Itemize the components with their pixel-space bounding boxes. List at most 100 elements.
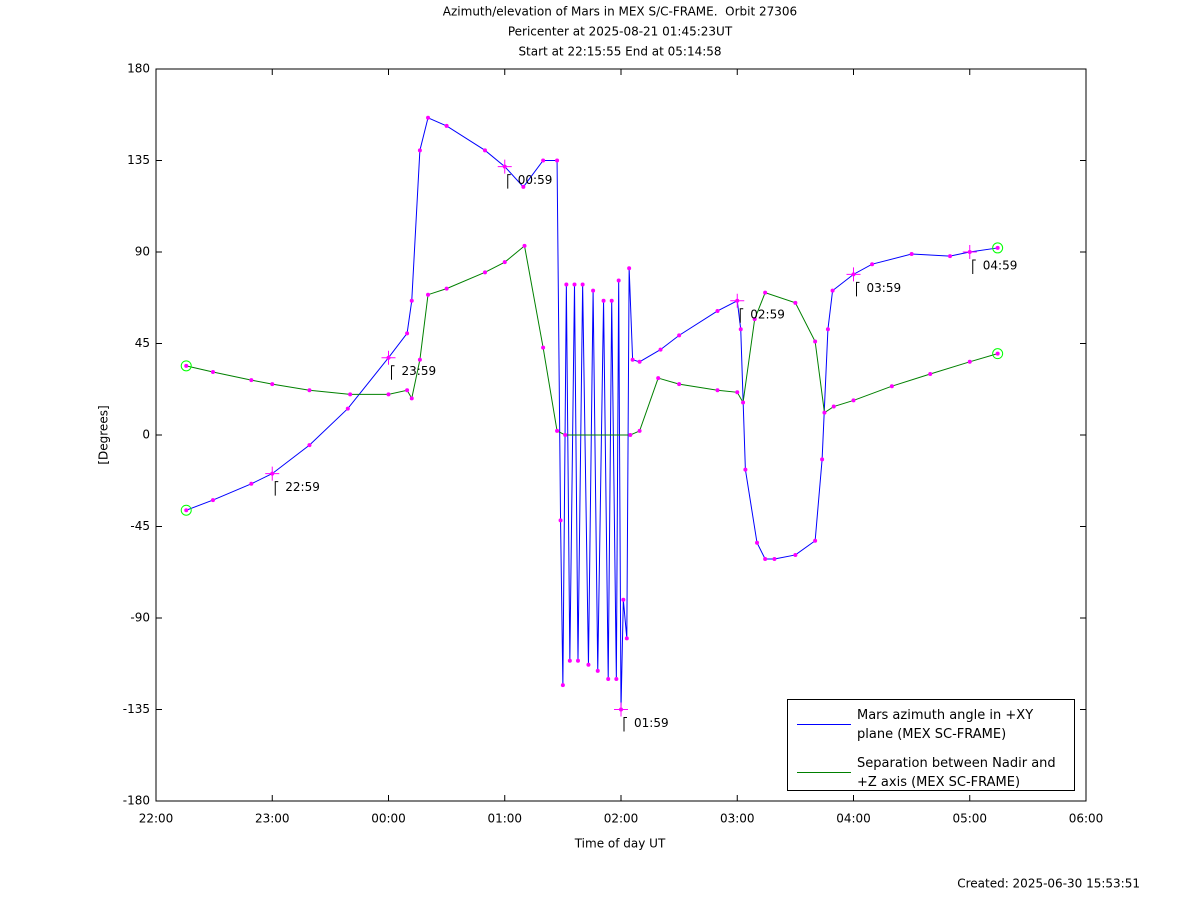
annotation-pointer (274, 481, 279, 496)
x-tick-label: 03:00 (720, 812, 755, 826)
point-marker (616, 278, 621, 283)
point-marker (595, 668, 600, 673)
point-marker (567, 658, 572, 663)
point-marker (738, 327, 743, 332)
point-marker (405, 331, 410, 336)
point-marker (541, 345, 546, 350)
point-marker (502, 260, 507, 265)
point-marker (409, 396, 414, 401)
point-marker (522, 243, 527, 248)
point-marker (627, 266, 632, 271)
annotation-cross (614, 702, 628, 717)
point-marker (482, 270, 487, 275)
annotation-pointer (972, 259, 976, 274)
point-marker (572, 282, 577, 287)
point-marker (813, 339, 818, 344)
annotation-pointer (623, 717, 627, 732)
point-marker (210, 369, 215, 374)
endpoint-marker (180, 360, 192, 372)
point-marker (184, 508, 189, 513)
point-marker (409, 298, 414, 303)
y-axis-label: [Degrees] (97, 405, 111, 464)
point-marker (658, 347, 663, 352)
point-marker (555, 158, 560, 163)
point-marker (995, 351, 1000, 356)
point-marker (793, 300, 798, 305)
point-marker (270, 382, 275, 387)
annotation-cross (265, 466, 280, 481)
point-marker (763, 557, 768, 562)
x-tick-label: 05:00 (952, 812, 987, 826)
point-marker (444, 123, 449, 128)
annotation-label: 23:59 (402, 364, 437, 378)
point-marker (793, 552, 798, 557)
point-marker (928, 372, 933, 376)
point-marker (947, 254, 952, 259)
point-marker (752, 317, 757, 322)
point-marker (637, 428, 642, 433)
annotation-pointer (391, 365, 395, 380)
y-tick-label: 45 (135, 336, 150, 350)
y-tick-label: 180 (127, 62, 150, 76)
point-marker (560, 683, 565, 688)
point-marker (249, 481, 254, 486)
x-tick-label: 01:00 (487, 812, 522, 826)
point-marker (743, 467, 748, 472)
annotation-cross (962, 245, 977, 259)
point-marker (909, 252, 914, 257)
annotation-pointer (856, 281, 860, 297)
point-marker (348, 392, 353, 397)
point-marker (735, 390, 740, 395)
point-marker (345, 406, 350, 411)
annotation-cross (497, 159, 512, 174)
point-marker (586, 662, 591, 667)
point-marker (813, 538, 818, 543)
annotation-pointer (507, 174, 511, 189)
annotation-cross (381, 350, 396, 365)
point-marker (417, 148, 422, 153)
point-marker (624, 636, 629, 641)
point-marker (630, 357, 635, 362)
annotation-pointer (739, 308, 744, 323)
point-marker (967, 359, 972, 364)
point-marker (715, 308, 720, 313)
x-tick-label: 02:00 (604, 812, 639, 826)
annotation-label: 01:59 (634, 716, 669, 730)
y-tick-label: -90 (130, 611, 150, 625)
y-tick-label: -135 (123, 702, 150, 716)
point-marker (621, 597, 626, 602)
point-marker (995, 245, 1000, 250)
point-marker (822, 410, 827, 415)
y-tick-label: 0 (142, 428, 150, 442)
point-marker (564, 282, 569, 287)
chart-title: Azimuth/elevation of Mars in MEX S/C-FRA… (443, 5, 797, 19)
endpoint-marker (992, 348, 1004, 360)
point-marker (825, 327, 830, 332)
point-marker (563, 433, 568, 437)
y-tick-label: -45 (130, 519, 150, 533)
legend-swatch (797, 772, 851, 773)
point-marker (741, 400, 746, 405)
point-marker (307, 443, 312, 448)
annotation-label: 04:59 (983, 259, 1018, 273)
y-tick-label: -180 (123, 794, 150, 808)
point-marker (851, 398, 856, 403)
point-marker (555, 428, 560, 433)
annotation-cross (730, 293, 745, 308)
point-marker (405, 388, 410, 393)
point-marker (575, 658, 580, 663)
point-marker (558, 518, 563, 523)
point-marker (606, 677, 611, 681)
chart-subtitle: Start at 22:15:55 End at 05:14:58 (518, 45, 721, 59)
legend-swatch (797, 724, 851, 725)
footer: Created: 2025-06-30 15:53:51 (957, 877, 1140, 891)
x-axis-label: Time of day UT (574, 837, 666, 851)
point-marker (628, 433, 633, 437)
point-marker (831, 404, 836, 409)
point-marker (889, 384, 894, 389)
point-marker (820, 457, 825, 462)
annotation-label: 02:59 (750, 307, 785, 321)
point-marker (763, 290, 768, 295)
point-marker (580, 282, 585, 287)
